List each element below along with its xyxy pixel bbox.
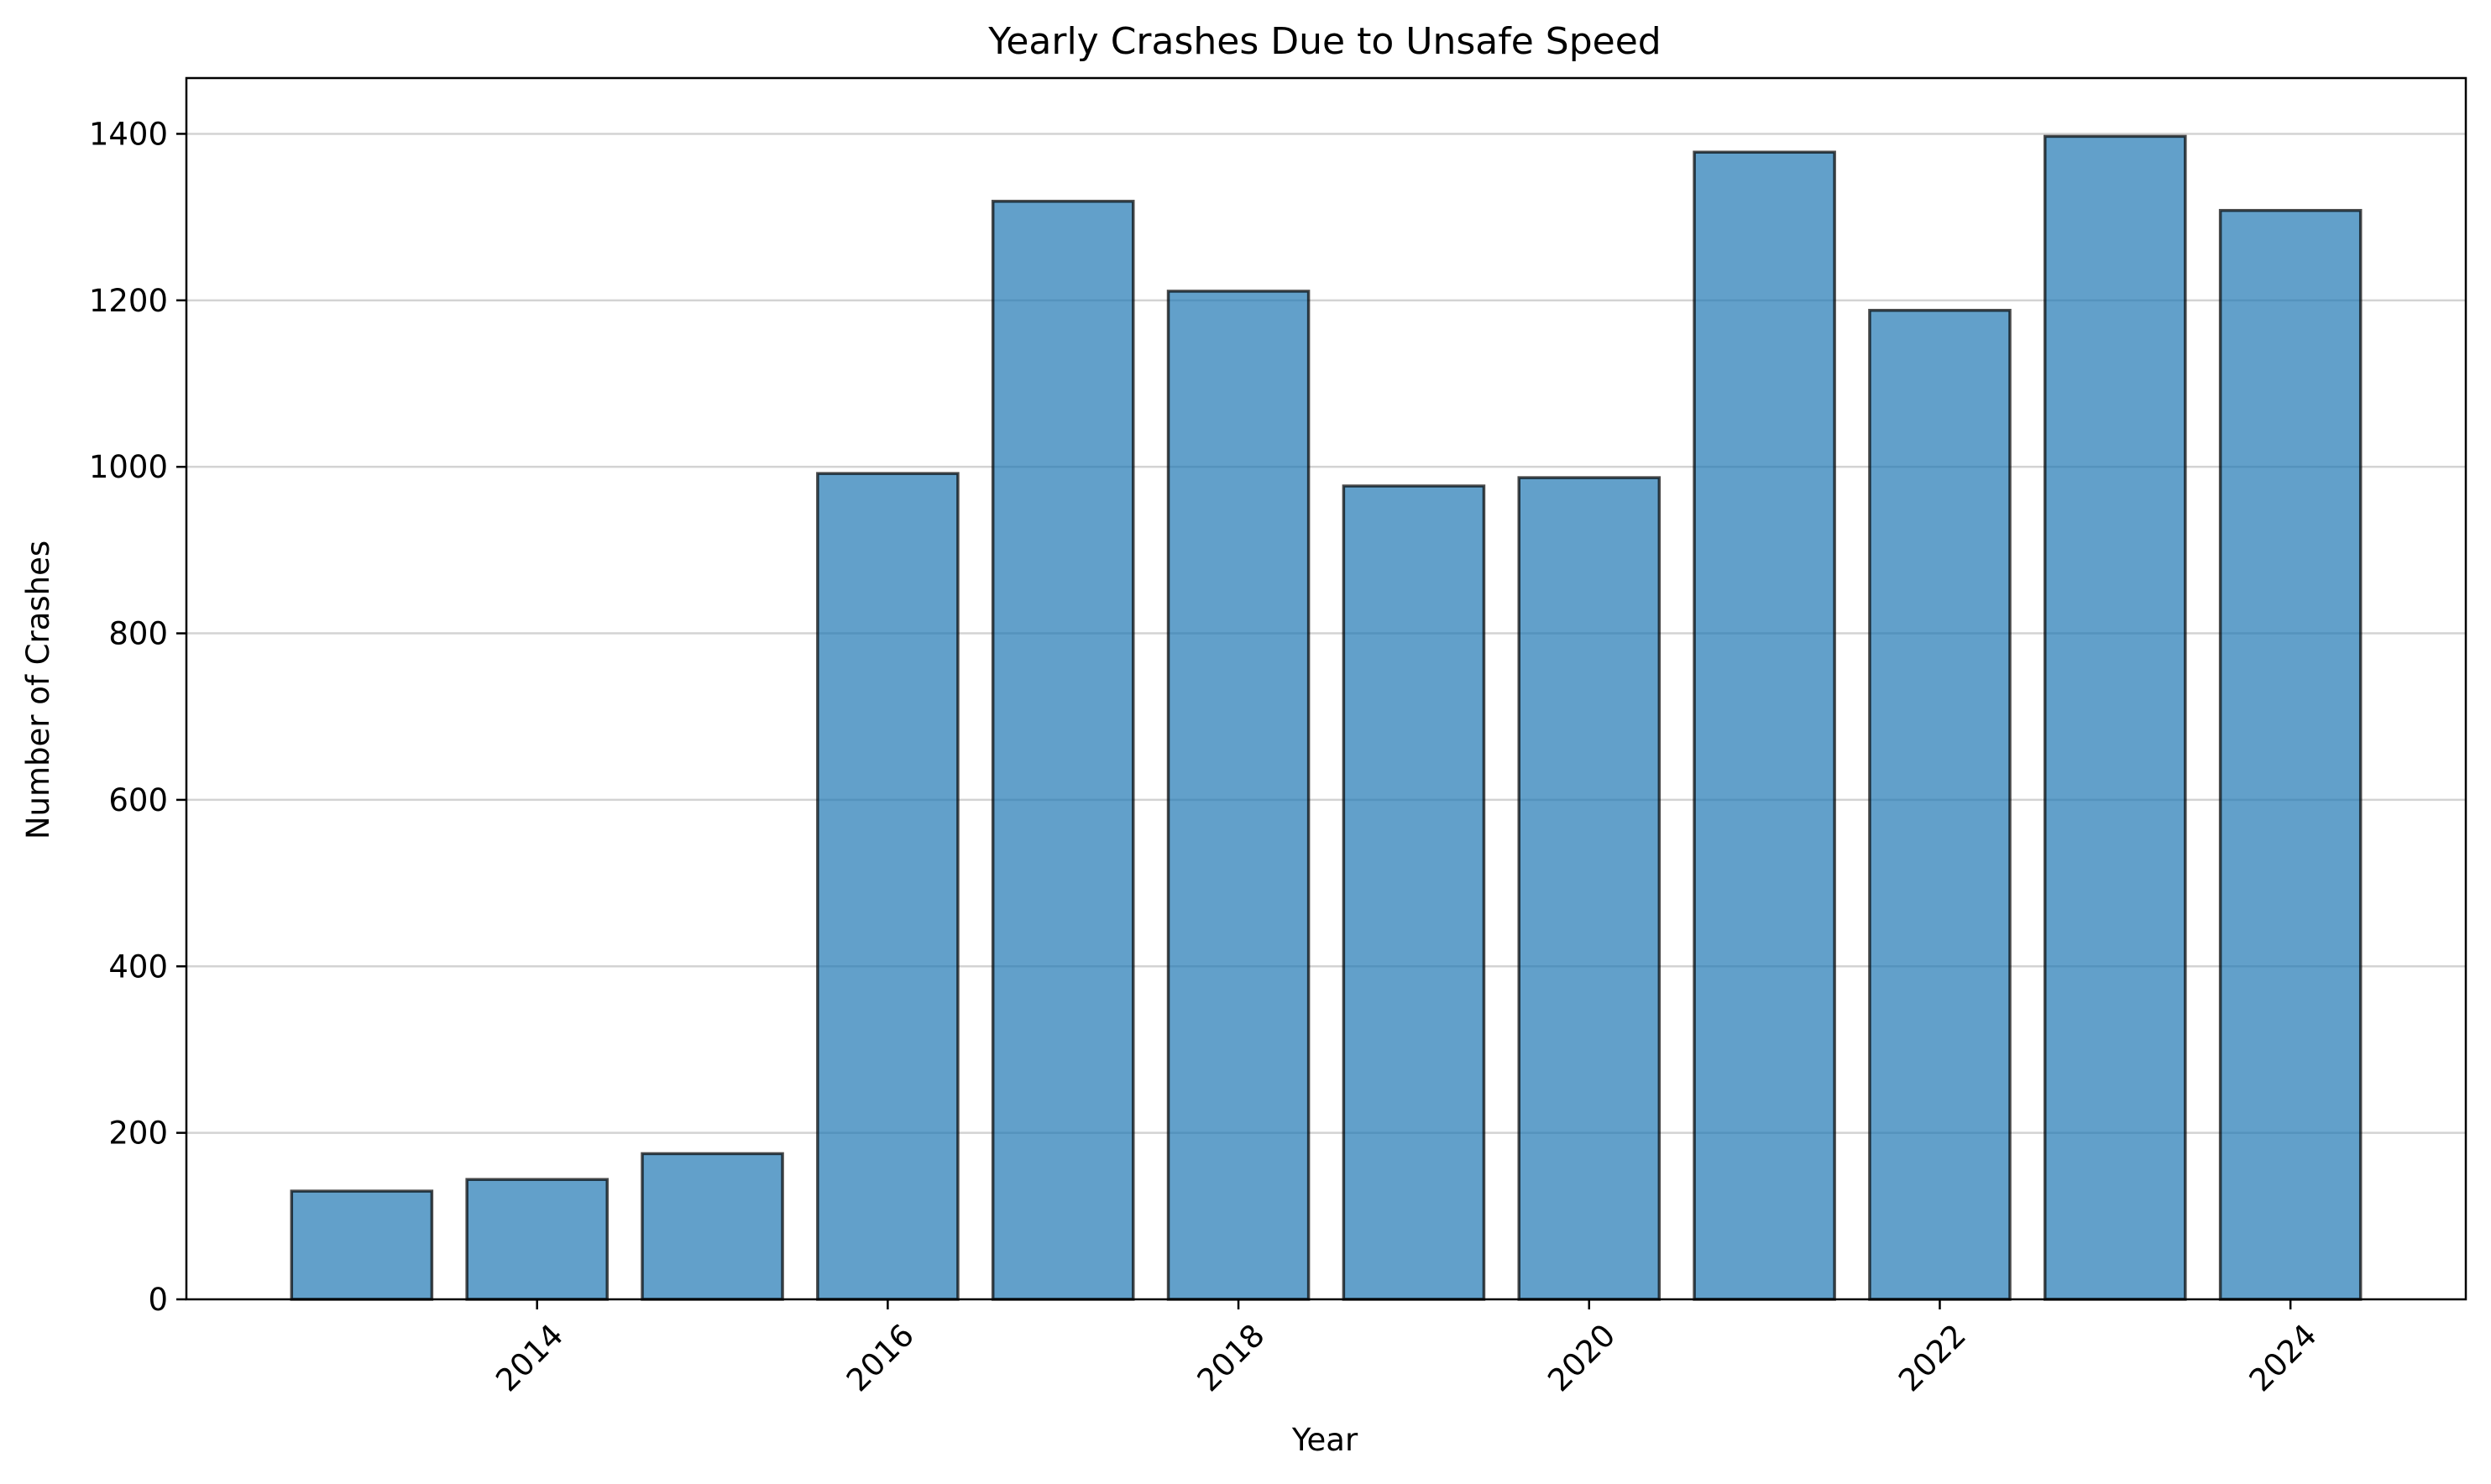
bar-2018	[1166, 290, 1311, 1301]
y-axis-label: Number of Crashes	[20, 541, 56, 839]
x-axis: 2014 2016 2018 2020 2022 2024	[489, 1299, 2324, 1398]
x-tick-label: 2014	[489, 1317, 570, 1398]
y-tick-label: 800	[108, 616, 168, 652]
y-axis: 0 200 400 600 800 1000 1200 1400	[89, 116, 186, 1318]
y-tick-label: 200	[108, 1116, 168, 1152]
bar-2013	[290, 1189, 434, 1301]
y-tick-label: 400	[108, 948, 168, 985]
x-tick-label: 2020	[1541, 1317, 1622, 1398]
bar-2016	[816, 472, 960, 1301]
y-tick-label: 0	[148, 1282, 168, 1318]
bar-2024	[2218, 208, 2363, 1301]
x-tick-label: 2016	[840, 1317, 921, 1398]
x-tick-label: 2022	[1892, 1317, 1973, 1398]
axes-frame	[185, 76, 2467, 1301]
bar-2019	[1342, 484, 1486, 1301]
bar-2020	[1517, 476, 1662, 1301]
y-tick-label: 1000	[89, 449, 168, 485]
bar-2023	[2044, 134, 2187, 1301]
bar-2022	[1868, 308, 2012, 1301]
x-axis-label: Year	[1291, 1422, 1358, 1458]
chart-title: Yearly Crashes Due to Unsafe Speed	[987, 20, 1661, 63]
bar-2015	[641, 1152, 784, 1301]
bar-2017	[991, 200, 1135, 1301]
x-tick-label: 2024	[2242, 1317, 2324, 1398]
y-gridlines	[186, 133, 2466, 1134]
y-tick-label: 1200	[89, 283, 168, 319]
bar-2014	[465, 1178, 609, 1301]
y-tick-label: 1400	[89, 116, 168, 152]
x-tick-label: 2018	[1191, 1317, 1272, 1398]
bar-2021	[1693, 150, 1836, 1301]
y-tick-label: 600	[108, 782, 168, 818]
bars	[290, 134, 2363, 1301]
